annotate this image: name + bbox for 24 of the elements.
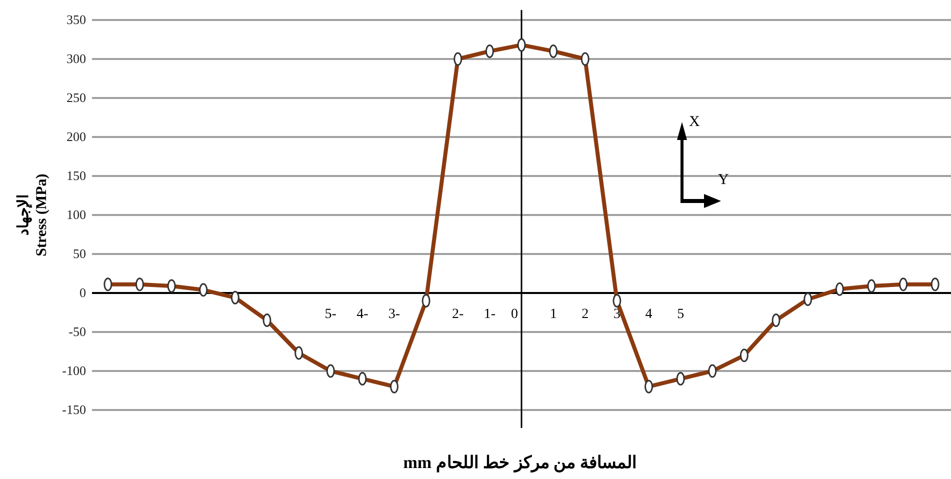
x-tick-label: 5- (324, 307, 337, 322)
y-tick-label: 100 (66, 207, 86, 222)
y-tick-label: 300 (66, 51, 86, 66)
x-tick-label: 2 (582, 307, 589, 322)
y-tick-label: 200 (66, 129, 86, 144)
y-tick-label: 50 (73, 246, 86, 261)
y-tick-label: 350 (66, 12, 86, 27)
annotation: Y (718, 172, 729, 188)
x-tick-label: 2- (452, 307, 464, 322)
x-tick-label: 0 (511, 307, 518, 322)
x-tick-label: 1- (484, 307, 496, 322)
y-tick-label: -150 (62, 402, 86, 417)
x-tick-label: 4- (356, 307, 369, 322)
x-tick-label: 1 (550, 307, 557, 322)
x-tick-label: 4 (645, 307, 652, 322)
x-tick-label: 3- (388, 307, 400, 322)
y-tick-label: -100 (62, 363, 86, 378)
y-tick-label: 250 (66, 90, 86, 105)
x-axis-title: المسافة من مركز خط اللحام mm (403, 453, 637, 473)
y-tick-label: -50 (68, 324, 86, 339)
annotation: X (689, 114, 700, 130)
x-tick-label: 5 (677, 307, 684, 322)
y-tick-label: 0 (80, 285, 86, 300)
y-tick-label: 150 (66, 168, 86, 183)
